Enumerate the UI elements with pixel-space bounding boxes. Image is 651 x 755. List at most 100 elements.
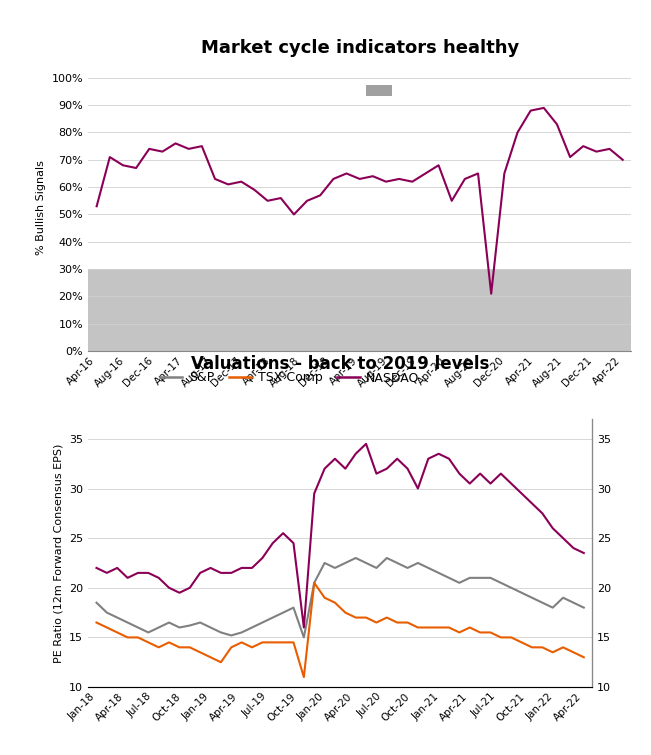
NASDAQ [341, 464, 349, 473]
S&P [424, 563, 432, 572]
S&P [456, 578, 464, 587]
NASDAQ [227, 569, 235, 578]
NASDAQ [238, 563, 245, 572]
NASDAQ [331, 455, 339, 464]
S&P [165, 618, 173, 627]
NASDAQ [196, 569, 204, 578]
TSX Comp [383, 613, 391, 622]
S&P [103, 608, 111, 617]
Bar [88, 269, 631, 351]
NASDAQ [466, 479, 474, 488]
NASDAQ [269, 538, 277, 547]
S&P [258, 618, 266, 627]
S&P [311, 578, 318, 587]
NASDAQ [217, 569, 225, 578]
TSX Comp [113, 628, 121, 637]
Line: NASDAQ: NASDAQ [96, 444, 584, 627]
TSX Comp [497, 633, 505, 642]
NASDAQ [497, 469, 505, 478]
TSX Comp [559, 643, 567, 652]
NASDAQ [155, 573, 163, 582]
NASDAQ [124, 573, 132, 582]
NASDAQ [570, 544, 577, 553]
NASDAQ [538, 509, 546, 518]
TSX Comp [549, 648, 557, 657]
NASDAQ [404, 464, 411, 473]
NASDAQ [311, 489, 318, 498]
NASDAQ [103, 569, 111, 578]
NASDAQ [372, 469, 380, 478]
NASDAQ [300, 623, 308, 632]
TSX Comp [176, 643, 184, 652]
S&P [176, 623, 184, 632]
NASDAQ [456, 469, 464, 478]
S&P [279, 608, 287, 617]
TSX Comp [580, 653, 588, 662]
S&P [383, 553, 391, 562]
Y-axis label: PE Ratio (12m Forward Consensus EPS): PE Ratio (12m Forward Consensus EPS) [53, 443, 63, 663]
Y-axis label: % Bullish Signals: % Bullish Signals [36, 160, 46, 255]
TSX Comp [165, 638, 173, 647]
TSX Comp [311, 578, 318, 587]
S&P [528, 593, 536, 602]
Legend: S&P, TSX Comp, NASDAQ: S&P, TSX Comp, NASDAQ [155, 366, 424, 390]
NASDAQ [279, 528, 287, 538]
Line: S&P: S&P [96, 558, 584, 637]
S&P [559, 593, 567, 602]
NASDAQ [580, 548, 588, 557]
S&P [414, 559, 422, 568]
NASDAQ [393, 455, 401, 464]
S&P [445, 573, 453, 582]
NASDAQ [507, 479, 515, 488]
TSX Comp [321, 593, 329, 602]
TSX Comp [570, 648, 577, 657]
TSX Comp [206, 653, 214, 662]
TSX Comp [290, 638, 298, 647]
TSX Comp [435, 623, 443, 632]
TSX Comp [507, 633, 515, 642]
TSX Comp [145, 638, 152, 647]
S&P [466, 573, 474, 582]
TSX Comp [404, 618, 411, 627]
S&P [124, 618, 132, 627]
TSX Comp [227, 643, 235, 652]
Text: Source: Purpose Investments, Bloomberg: Source: Purpose Investments, Bloomberg [88, 431, 304, 442]
TSX Comp [362, 613, 370, 622]
NASDAQ [383, 464, 391, 473]
S&P [404, 563, 411, 572]
TSX Comp [134, 633, 142, 642]
TSX Comp [258, 638, 266, 647]
NASDAQ [145, 569, 152, 578]
TSX Comp [124, 633, 132, 642]
S&P [362, 559, 370, 568]
TSX Comp [92, 618, 100, 627]
NASDAQ [165, 584, 173, 593]
S&P [196, 618, 204, 627]
TSX Comp [300, 673, 308, 682]
TSX Comp [477, 628, 484, 637]
NASDAQ [486, 479, 494, 488]
NASDAQ [176, 588, 184, 597]
NASDAQ [206, 563, 214, 572]
S&P [290, 603, 298, 612]
Bar [365, 85, 392, 96]
S&P [92, 598, 100, 607]
S&P [497, 578, 505, 587]
TSX Comp [155, 643, 163, 652]
S&P [134, 623, 142, 632]
TSX Comp [103, 623, 111, 632]
S&P [155, 623, 163, 632]
TSX Comp [269, 638, 277, 647]
NASDAQ [435, 449, 443, 458]
S&P [145, 628, 152, 637]
S&P [331, 563, 339, 572]
NASDAQ [549, 524, 557, 533]
NASDAQ [518, 489, 525, 498]
TSX Comp [538, 643, 546, 652]
S&P [227, 631, 235, 640]
TSX Comp [372, 618, 380, 627]
S&P [269, 613, 277, 622]
TSX Comp [424, 623, 432, 632]
S&P [206, 623, 214, 632]
TSX Comp [217, 658, 225, 667]
